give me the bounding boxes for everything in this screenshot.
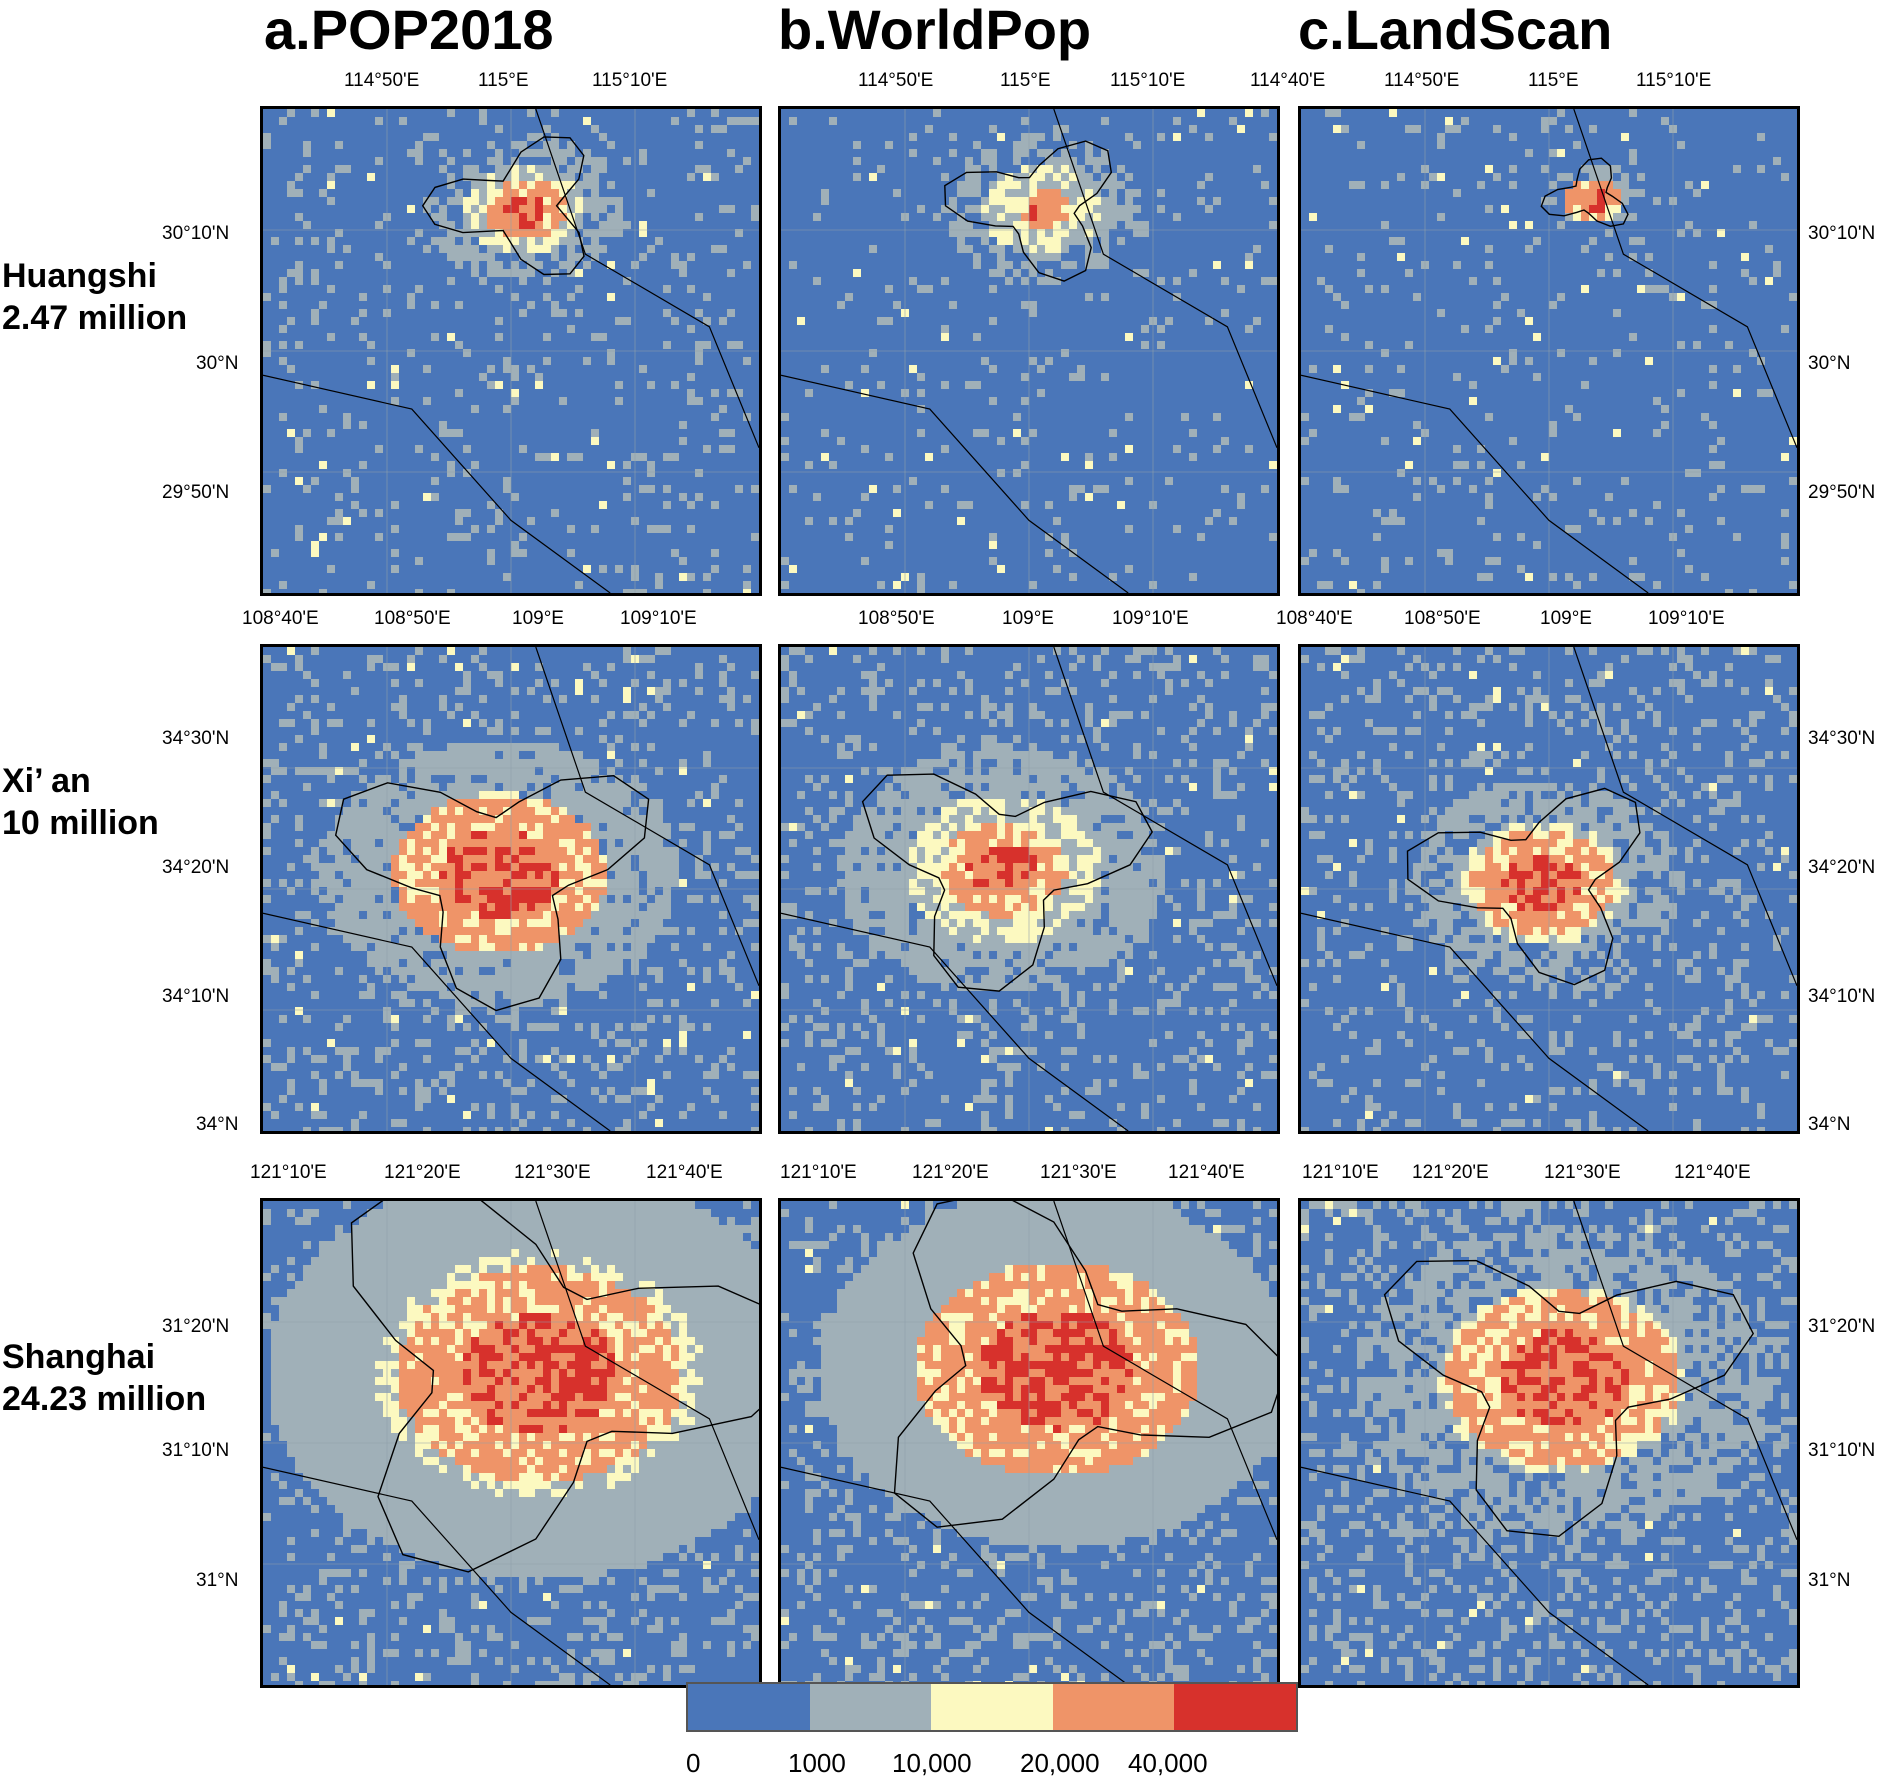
- city-name: Huangshi: [2, 257, 157, 295]
- lat-tick: 34°N: [196, 1114, 239, 1135]
- legend-label: 10,000: [892, 1748, 972, 1778]
- lat-tick: 34°10'N: [1808, 986, 1876, 1007]
- lon-tick: 121°30'E: [514, 1162, 591, 1183]
- row-label-huangshi: Huangshi 2.47 million: [2, 255, 187, 339]
- lon-tick: 108°50'E: [374, 608, 451, 629]
- legend-label: 0: [686, 1748, 701, 1778]
- city-name: Shanghai: [2, 1338, 156, 1376]
- density-raster: [263, 109, 759, 593]
- map-panel-shanghai-worldpop: [778, 1198, 1280, 1688]
- lon-tick: 108°40'E: [1276, 608, 1353, 629]
- lon-tick: 114°50'E: [344, 70, 420, 91]
- city-name: Xi’ an: [2, 762, 91, 800]
- lon-tick: 115°10'E: [1110, 70, 1186, 91]
- lat-tick: 31°10'N: [1808, 1440, 1876, 1461]
- lat-tick: 34°30'N: [1808, 728, 1876, 749]
- lon-tick: 121°40'E: [1674, 1162, 1751, 1183]
- lon-tick: 109°E: [1002, 608, 1054, 629]
- city-population: 24.23 million: [2, 1380, 207, 1418]
- lat-tick: 30°10'N: [162, 223, 230, 244]
- lon-tick: 108°40'E: [242, 608, 319, 629]
- lon-tick: 115°E: [1000, 70, 1051, 91]
- lon-tick: 115°E: [478, 70, 529, 91]
- lat-tick: 31°N: [1808, 1570, 1851, 1591]
- map-panel-xian-worldpop: [778, 644, 1280, 1134]
- lon-tick: 121°20'E: [1412, 1162, 1489, 1183]
- lat-tick: 31°20'N: [1808, 1316, 1876, 1337]
- column-title-pop2018: a.POP2018: [264, 0, 554, 61]
- legend-label: 1000: [788, 1748, 846, 1778]
- lat-tick: 30°10'N: [1808, 223, 1876, 244]
- legend-swatch: [931, 1684, 1053, 1730]
- legend-swatch: [688, 1684, 810, 1730]
- city-population: 2.47 million: [2, 299, 188, 337]
- density-raster: [781, 1201, 1277, 1685]
- lon-tick: 121°10'E: [780, 1162, 857, 1183]
- density-raster: [1301, 647, 1797, 1131]
- density-raster: [781, 647, 1277, 1131]
- lon-tick: 121°10'E: [250, 1162, 327, 1183]
- density-raster: [781, 109, 1277, 593]
- lon-tick: 109°10'E: [1648, 608, 1725, 629]
- lon-tick: 121°40'E: [1168, 1162, 1245, 1183]
- lon-tick: 115°E: [1528, 70, 1579, 91]
- lon-tick: 121°30'E: [1544, 1162, 1621, 1183]
- map-panel-shanghai-pop2018: [260, 1198, 762, 1688]
- lat-tick: 34°20'N: [162, 857, 230, 878]
- legend-swatch: [1174, 1684, 1296, 1730]
- density-raster: [1301, 109, 1797, 593]
- lon-tick: 109°E: [512, 608, 564, 629]
- lon-tick: 109°10'E: [620, 608, 697, 629]
- lon-tick: 109°10'E: [1112, 608, 1189, 629]
- map-panel-xian-landscan: [1298, 644, 1800, 1134]
- lat-tick: 34°10'N: [162, 986, 230, 1007]
- lon-tick: 114°40'E: [1250, 70, 1326, 91]
- lat-tick: 34°30'N: [162, 728, 230, 749]
- lon-tick: 108°50'E: [1404, 608, 1481, 629]
- density-raster: [1301, 1201, 1797, 1685]
- lon-tick: 114°50'E: [1384, 70, 1460, 91]
- lat-tick: 34°N: [1808, 1114, 1851, 1135]
- lat-tick: 30°N: [1808, 353, 1851, 374]
- lat-tick: 29°50'N: [162, 482, 230, 503]
- lat-tick: 30°N: [196, 353, 239, 374]
- column-title-worldpop: b.WorldPop: [778, 0, 1092, 61]
- legend-swatch: [1052, 1684, 1175, 1730]
- density-raster: [263, 647, 759, 1131]
- row-label-shanghai: Shanghai 24.23 million: [2, 1336, 206, 1420]
- lat-tick: 31°20'N: [162, 1316, 230, 1337]
- lon-tick: 121°20'E: [384, 1162, 461, 1183]
- legend-label: 20,000: [1020, 1748, 1100, 1778]
- map-panel-shanghai-landscan: [1298, 1198, 1800, 1688]
- lon-tick: 108°50'E: [858, 608, 935, 629]
- lon-tick: 121°20'E: [912, 1162, 989, 1183]
- lon-tick: 115°10'E: [1636, 70, 1712, 91]
- lon-tick: 121°30'E: [1040, 1162, 1117, 1183]
- lon-tick: 121°10'E: [1302, 1162, 1379, 1183]
- lon-tick: 115°10'E: [592, 70, 668, 91]
- row-label-xian: Xi’ an 10 million: [2, 760, 159, 844]
- map-panel-huangshi-worldpop: [778, 106, 1280, 596]
- map-panel-xian-pop2018: [260, 644, 762, 1134]
- map-panel-huangshi-landscan: [1298, 106, 1800, 596]
- lat-tick: 29°50'N: [1808, 482, 1876, 503]
- map-panel-huangshi-pop2018: [260, 106, 762, 596]
- lat-tick: 34°20'N: [1808, 857, 1876, 878]
- legend-label: 40,000: [1128, 1748, 1208, 1778]
- column-title-landscan: c.LandScan: [1298, 0, 1613, 61]
- lon-tick: 114°50'E: [858, 70, 934, 91]
- lon-tick: 121°40'E: [646, 1162, 723, 1183]
- legend-swatch: [809, 1684, 932, 1730]
- city-population: 10 million: [2, 804, 159, 842]
- lat-tick: 31°N: [196, 1570, 239, 1591]
- lat-tick: 31°10'N: [162, 1440, 230, 1461]
- density-raster: [263, 1201, 759, 1685]
- lon-tick: 109°E: [1540, 608, 1592, 629]
- population-density-legend: [686, 1682, 1298, 1732]
